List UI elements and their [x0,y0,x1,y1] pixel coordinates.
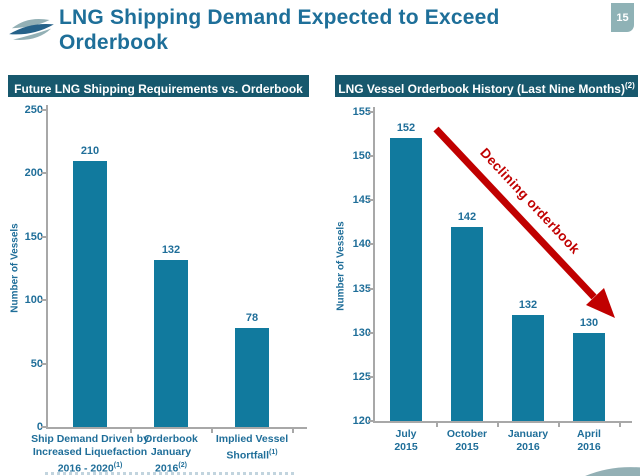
y-tick-label: 250 [24,104,43,116]
y-tick-label: 100 [24,294,43,307]
x-category-label: Orderbook January 2016(2) [144,433,198,475]
y-axis-line [373,107,375,423]
y-tick-mark [368,243,374,246]
x-tick-mark [210,429,213,433]
x-category-label: January 2016 [507,428,549,453]
y-tick-label: 145 [352,194,371,207]
y-tick-mark [41,362,47,365]
x-tick-mark [129,429,132,433]
y-tick-mark [368,155,374,158]
right-chart-title-bar: LNG Vessel Orderbook History (Last Nine … [335,75,638,97]
y-tick-label: 130 [352,326,371,339]
bar-value-label: 210 [80,144,100,157]
page-number-badge: 15 [611,3,634,32]
right-chart-title: LNG Vessel Orderbook History (Last Nine … [338,82,625,96]
bar [390,138,422,421]
y-tick-label: 150 [24,230,43,243]
bar [451,226,483,421]
y-tick-label: 135 [352,282,371,295]
y-tick-label: 125 [352,370,371,383]
y-tick-label: 155 [352,106,371,118]
footnote-ref: (1) [113,462,123,469]
bar [73,160,107,427]
y-tick-mark [368,331,374,334]
y-tick-label: 200 [24,167,43,180]
x-tick-mark [291,429,294,433]
cropped-footnote-text [45,472,297,475]
bar-value-label: 132 [161,243,181,256]
x-category-label: Ship Demand Driven by Increased Liquefact… [31,433,149,475]
page-number: 15 [616,11,629,24]
y-tick-mark [41,235,47,238]
bar [235,328,269,427]
watermark-wave-logo-icon [585,467,640,476]
left-chart-title-bar: Future LNG Shipping Requirements vs. Ord… [8,75,309,97]
x-category-label: April 2016 [577,428,601,453]
y-tick-mark [41,426,47,428]
bar [154,259,188,427]
y-tick-mark [368,375,374,378]
y-tick-mark [368,420,374,422]
x-tick-mark [496,423,499,427]
slide-title-line2: Orderbook [59,31,169,54]
x-category-label: Implied Vessel Shortfall(1) [215,433,289,462]
y-tick-mark [368,199,374,202]
x-axis-line [46,427,307,429]
bar-value-label: 130 [579,316,599,329]
y-tick-label: 120 [352,415,371,427]
x-tick-mark [435,423,438,427]
x-category-label: July 2015 [394,428,418,453]
bar-value-label: 152 [396,122,416,135]
y-tick-label: 50 [30,357,43,370]
bar [512,315,544,421]
x-tick-mark [618,423,621,427]
bar-value-label: 132 [518,299,538,312]
x-axis-line [373,421,632,423]
company-logo-wave-icon [9,18,54,40]
y-tick-label: 140 [352,238,371,251]
slide-title-line1: LNG Shipping Demand Expected to Exceed [59,6,500,29]
footnote-ref: (2) [178,462,187,469]
y-tick-mark [41,172,47,175]
y-tick-mark [41,109,47,111]
y-tick-mark [368,111,374,113]
bar [573,332,605,421]
x-tick-mark [557,423,560,427]
y-axis-line [46,105,48,429]
slide-title: LNG Shipping Demand Expected to Exceed O… [59,5,599,55]
footnote-ref: (1) [269,449,278,456]
y-tick-label: 0 [36,421,43,433]
left-chart-title: Future LNG Shipping Requirements vs. Ord… [14,82,303,96]
y-tick-label: 150 [352,150,371,163]
x-category-label: October 2015 [446,428,488,453]
right-chart-title-sup: (2) [624,81,635,90]
y-tick-mark [368,287,374,290]
bar-value-label: 78 [245,312,259,325]
bar-value-label: 142 [457,210,477,223]
y-tick-mark [41,299,47,302]
